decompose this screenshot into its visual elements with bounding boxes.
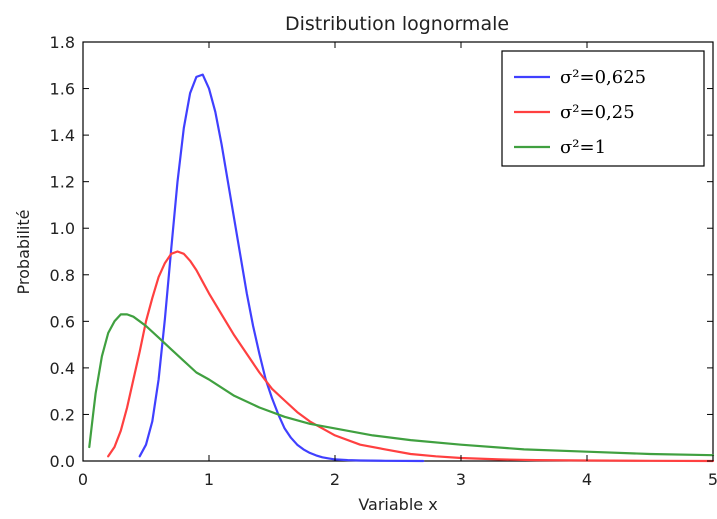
y-tick-label: 0.2 bbox=[50, 405, 75, 424]
x-tick-label: 2 bbox=[330, 470, 340, 489]
y-tick-label: 1.6 bbox=[50, 80, 75, 99]
series-line-2 bbox=[88, 313, 715, 457]
y-tick-label: 0.0 bbox=[50, 452, 75, 471]
series-line-0 bbox=[138, 73, 425, 463]
legend-label-1: σ²=0,25 bbox=[560, 102, 635, 123]
chart-title: Distribution lognormale bbox=[285, 13, 509, 35]
x-tick-label: 0 bbox=[78, 470, 88, 489]
y-tick-label: 0.4 bbox=[50, 359, 75, 378]
legend-label-2: σ²=1 bbox=[560, 137, 606, 158]
legend: σ²=0,625 σ²=0,25 σ²=1 bbox=[501, 50, 705, 167]
x-axis: 0 1 2 3 4 5 bbox=[78, 42, 717, 489]
x-tick-label: 5 bbox=[708, 470, 717, 489]
y-axis-label: Probabilité bbox=[14, 210, 33, 295]
y-tick-label: 0.6 bbox=[50, 312, 75, 331]
x-tick-label: 1 bbox=[204, 470, 214, 489]
y-axis: 0.0 0.2 0.4 0.6 0.8 1.0 1.2 1.4 1.6 1.8 bbox=[50, 33, 713, 471]
legend-label-0: σ²=0,625 bbox=[560, 67, 646, 88]
series-line-1 bbox=[107, 250, 715, 463]
y-tick-label: 1.8 bbox=[50, 33, 75, 52]
y-tick-label: 1.0 bbox=[50, 219, 75, 238]
y-tick-label: 1.4 bbox=[50, 126, 75, 145]
x-tick-label: 3 bbox=[456, 470, 466, 489]
plot-area bbox=[82, 41, 715, 463]
x-axis-label: Variable x bbox=[358, 495, 437, 514]
y-tick-label: 0.8 bbox=[50, 266, 75, 285]
y-tick-label: 1.2 bbox=[50, 173, 75, 192]
series-layer bbox=[88, 73, 715, 463]
x-tick-label: 4 bbox=[582, 470, 592, 489]
